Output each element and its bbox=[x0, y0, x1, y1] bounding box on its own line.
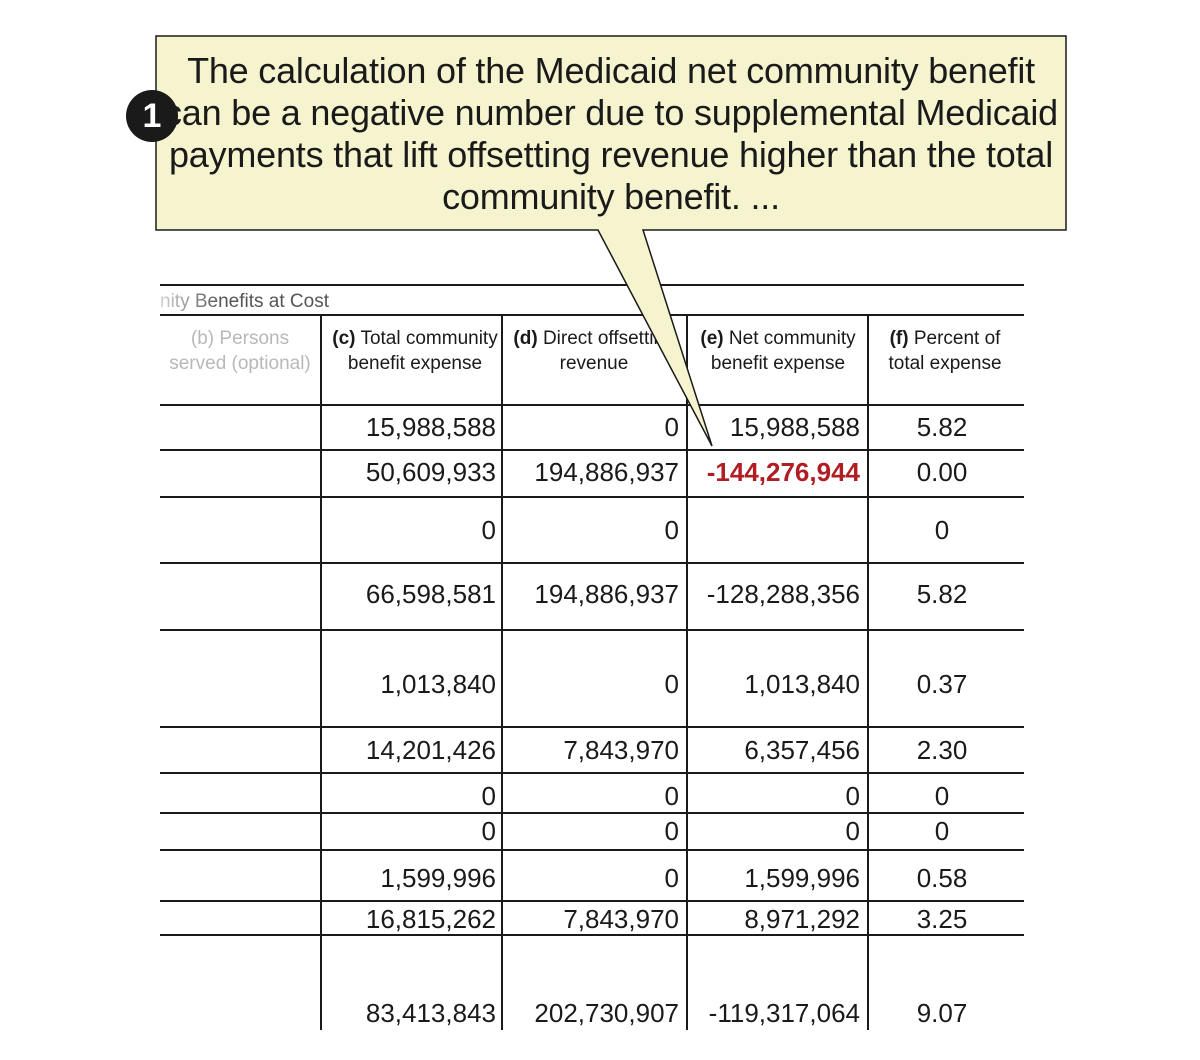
cell-percent: 2.30 bbox=[916, 735, 968, 765]
callout-text: The calculation of the Medicaid net comm… bbox=[164, 50, 1058, 217]
cell-total-expense: 1,013,840 bbox=[380, 669, 496, 699]
cell-total-expense: 50,609,933 bbox=[365, 457, 496, 487]
cell-total-expense: 0 bbox=[481, 781, 496, 811]
cell-total-expense: 1,599,996 bbox=[380, 863, 496, 893]
row-rule bbox=[160, 934, 1024, 936]
cell-net-expense: 6,357,456 bbox=[744, 735, 860, 765]
row-rule bbox=[160, 629, 1024, 631]
column-header-f: (f) Percent of total expense bbox=[888, 328, 1002, 374]
cell-net-expense: 15,988,588 bbox=[729, 412, 860, 442]
cell-offsetting-revenue: 202,730,907 bbox=[534, 998, 679, 1028]
cell-percent: 0.58 bbox=[916, 863, 968, 893]
rule-header bbox=[160, 314, 1024, 316]
cell-offsetting-revenue: 0 bbox=[664, 863, 679, 893]
column-divider-c bbox=[320, 315, 322, 1030]
cell-percent: 9.07 bbox=[916, 998, 968, 1028]
cell-percent: 5.82 bbox=[916, 412, 968, 442]
column-header-d: (d) Direct offsetting revenue bbox=[513, 328, 675, 374]
cell-net-expense-highlighted: -144,276,944 bbox=[706, 457, 860, 487]
cell-net-expense: -128,288,356 bbox=[706, 579, 860, 609]
row-rule bbox=[160, 404, 1024, 406]
cell-net-expense: 1,599,996 bbox=[744, 863, 860, 893]
row-rule bbox=[160, 772, 1024, 774]
cell-offsetting-revenue: 0 bbox=[664, 669, 679, 699]
cell-percent: 0.00 bbox=[916, 457, 968, 487]
cell-total-expense: 66,598,581 bbox=[365, 579, 496, 609]
cell-total-expense: 0 bbox=[481, 515, 496, 545]
cell-offsetting-revenue: 7,843,970 bbox=[563, 904, 679, 934]
column-header-c: (c) Total community benefit expense bbox=[332, 328, 498, 374]
section-title: nity Benefits at Cost bbox=[160, 291, 329, 312]
cell-percent: 0 bbox=[934, 515, 950, 545]
row-rule bbox=[160, 900, 1024, 902]
cell-offsetting-revenue: 0 bbox=[664, 515, 679, 545]
cell-net-expense: 0 bbox=[845, 781, 860, 811]
cell-total-expense: 0 bbox=[481, 816, 496, 846]
cell-percent: 0 bbox=[934, 781, 950, 811]
row-rule bbox=[160, 726, 1024, 728]
cell-net-expense: 1,013,840 bbox=[744, 669, 860, 699]
cell-percent: 0.37 bbox=[916, 669, 968, 699]
column-header-b: (b) Persons served (optional) bbox=[169, 328, 311, 374]
row-rule bbox=[160, 812, 1024, 814]
cell-net-expense: -119,317,064 bbox=[708, 998, 860, 1028]
column-divider-d bbox=[501, 315, 503, 1030]
cell-net-expense: 0 bbox=[845, 816, 860, 846]
column-divider-f bbox=[867, 315, 869, 1030]
cell-net-expense: 8,971,292 bbox=[744, 904, 860, 934]
cell-total-expense: 16,815,262 bbox=[365, 904, 496, 934]
row-rule bbox=[160, 562, 1024, 564]
cell-offsetting-revenue: 0 bbox=[664, 412, 679, 442]
rule-top bbox=[160, 284, 1024, 286]
row-rule bbox=[160, 449, 1024, 451]
cell-total-expense: 83,413,843 bbox=[365, 998, 496, 1028]
cell-offsetting-revenue: 0 bbox=[664, 816, 679, 846]
cell-percent: 3.25 bbox=[916, 904, 968, 934]
column-divider-e bbox=[686, 315, 688, 1030]
row-rule bbox=[160, 849, 1024, 851]
cell-percent: 5.82 bbox=[916, 579, 968, 609]
cell-percent: 0 bbox=[934, 816, 950, 846]
cell-offsetting-revenue: 194,886,937 bbox=[534, 457, 679, 487]
row-rule bbox=[160, 496, 1024, 498]
cell-offsetting-revenue: 7,843,970 bbox=[563, 735, 679, 765]
column-header-e: (e) Net community benefit expense bbox=[700, 328, 856, 374]
cell-total-expense: 14,201,426 bbox=[365, 735, 496, 765]
cell-offsetting-revenue: 0 bbox=[664, 781, 679, 811]
cell-total-expense: 15,988,588 bbox=[365, 412, 496, 442]
cell-offsetting-revenue: 194,886,937 bbox=[534, 579, 679, 609]
